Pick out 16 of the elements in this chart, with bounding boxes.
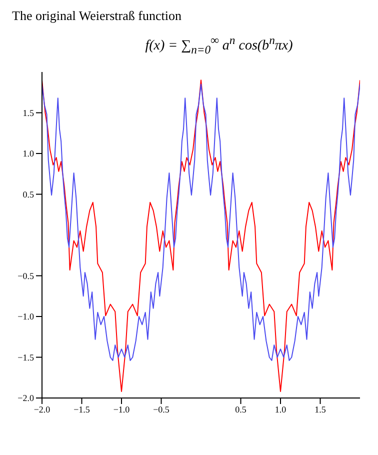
chart-title: The original Weierstraß function: [12, 8, 182, 24]
chart-subtitle: f(x) = ∑$_{n=0}$$^{∞}$ a$^{n}$ cos(b$^{n}$πx): [144, 34, 294, 56]
y-tick-label: −1.5: [18, 352, 34, 363]
x-tick-label: −1.5: [74, 404, 90, 415]
y-tick-label: −0.5: [18, 271, 34, 282]
y-tick-label: 1.5: [22, 108, 34, 118]
x-tick-label: 0.5: [235, 404, 247, 415]
y-tick-label: 0.5: [22, 190, 34, 200]
x-tick-label: −0.5: [153, 404, 170, 415]
x-tick-label: 1.5: [314, 404, 326, 415]
y-tick-label: −2.0: [18, 394, 34, 404]
x-tick-label: −2.0: [34, 404, 51, 415]
y-tick-label: −1.0: [18, 312, 34, 322]
x-tick-label: −1.0: [113, 404, 130, 415]
y-tick-label: 1.0: [22, 149, 34, 160]
x-tick-label: 1.0: [274, 404, 287, 415]
